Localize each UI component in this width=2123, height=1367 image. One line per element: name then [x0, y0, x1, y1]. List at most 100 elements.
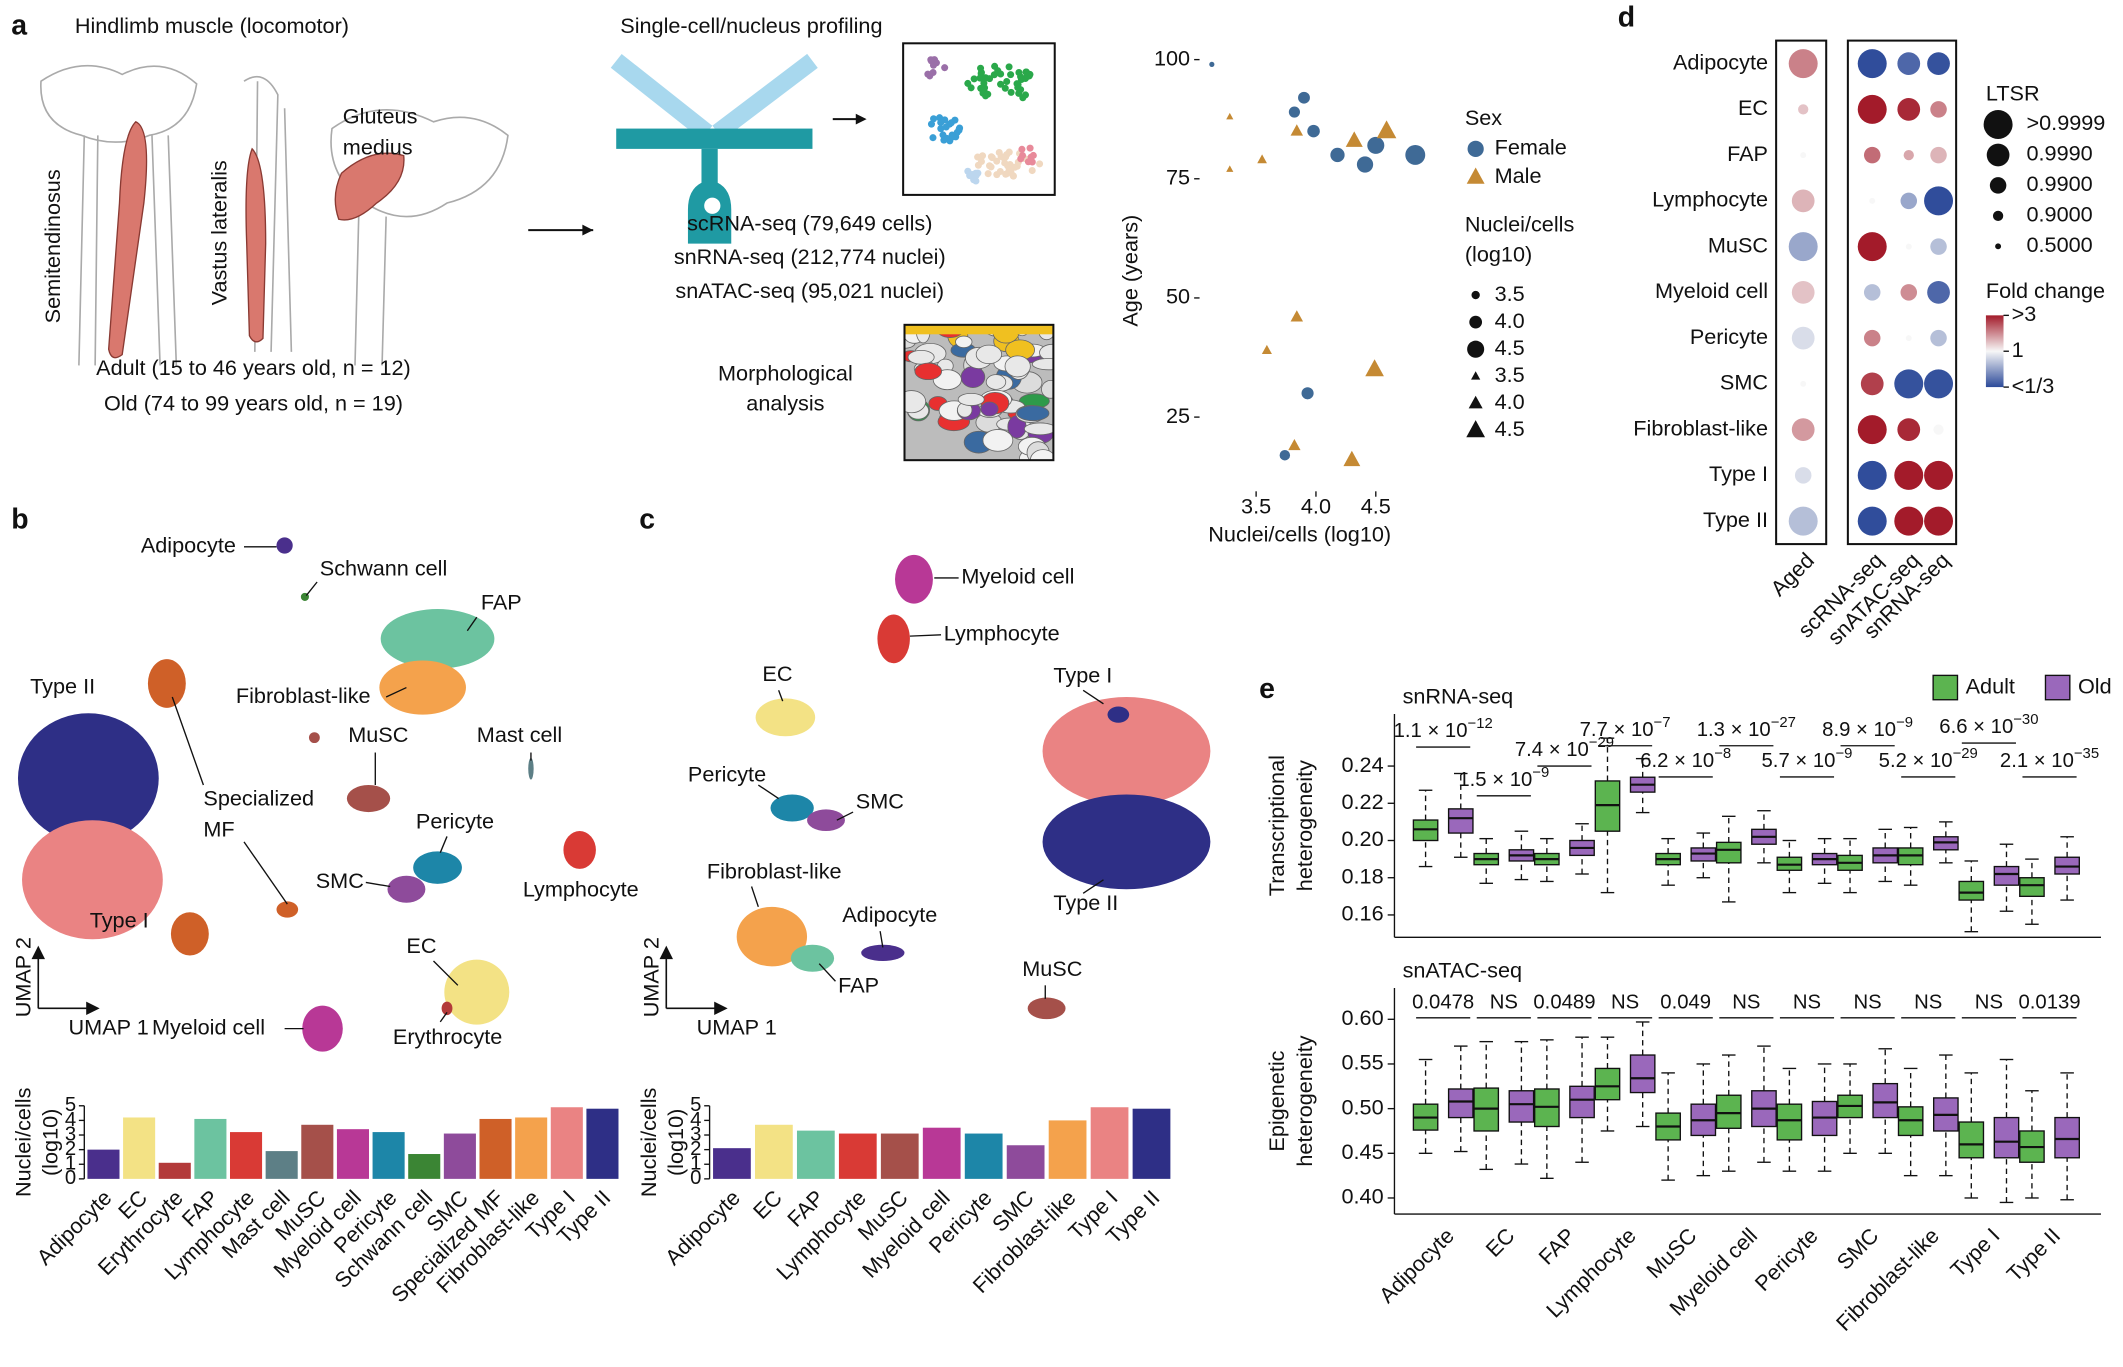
umap-cluster [17, 713, 159, 844]
muscle-label: Semitendinosus [40, 169, 65, 323]
leader-line [818, 963, 836, 982]
box [1958, 1121, 1985, 1159]
muscle [334, 152, 405, 221]
p-value-base: 1.1 × 10 [1394, 721, 1468, 743]
cluster-dot [1018, 145, 1026, 153]
y-tick-label: 0.55 [1341, 1050, 1383, 1075]
umap-cluster [563, 831, 596, 869]
cluster-dot [1017, 75, 1025, 84]
box [1569, 1085, 1595, 1119]
umap-label: Myeloid cell [961, 564, 1074, 589]
leader-line [466, 616, 478, 632]
cell [1031, 358, 1054, 371]
p-value: NS [1732, 991, 1760, 1013]
dot [1930, 329, 1947, 347]
dataset: snRNA-seq (212,774 nuclei) [674, 244, 946, 269]
dot [1857, 232, 1887, 262]
y-tick-label: 0 [690, 1167, 701, 1189]
cluster-dot [1019, 151, 1027, 160]
point [1226, 165, 1234, 172]
cluster-dot [942, 123, 950, 131]
dot [1800, 152, 1807, 159]
cluster-dot [1007, 71, 1015, 79]
p-value: NS [1611, 991, 1639, 1013]
point [1467, 340, 1485, 358]
leader-line [439, 836, 448, 853]
dot [1924, 369, 1954, 399]
umap-label: Schwann cell [320, 556, 448, 581]
p-value: NS [1854, 991, 1882, 1013]
p-value-base: 5.2 × 10 [1879, 750, 1953, 772]
umap-cluster [1042, 794, 1211, 890]
dot-frame [1846, 39, 1958, 546]
dot [1897, 418, 1921, 441]
bar [755, 1124, 793, 1179]
y-tick-label: 0 [65, 1167, 76, 1189]
y-tick-label: 1 [690, 1153, 701, 1175]
cluster-dot [987, 163, 995, 171]
morphology-image [904, 324, 1054, 461]
row-label: EC [1738, 95, 1768, 120]
cluster-dots [924, 56, 1044, 185]
dot [1894, 369, 1924, 399]
point [1471, 290, 1480, 300]
y-tick-label: 0.22 [1341, 789, 1383, 814]
cluster-dot [937, 125, 945, 133]
y-tick-label: 4 [690, 1109, 701, 1131]
cluster-dot [927, 120, 935, 128]
dot [1933, 424, 1944, 435]
cell [907, 349, 935, 365]
p-value-exp: −27 [1771, 715, 1796, 731]
cluster-dot [1002, 170, 1010, 178]
y-tick-label: 5 [690, 1094, 701, 1116]
dot [1900, 192, 1918, 210]
bar [372, 1132, 405, 1179]
y-axis-label: Transcriptional [1264, 755, 1289, 896]
box [1447, 1088, 1474, 1119]
umap-arrows [659, 945, 728, 1016]
umap-cluster [444, 959, 510, 1025]
dot [1788, 49, 1818, 79]
dot [1930, 101, 1947, 118]
p-value-exp: −29 [1953, 746, 1978, 762]
cell [1023, 422, 1054, 436]
microfluidic-channel [616, 128, 813, 149]
p-value-exp: −12 [1468, 716, 1493, 732]
bar [443, 1133, 476, 1179]
y-axis-label: heterogeneity [1292, 1035, 1317, 1166]
y-axis-label: heterogeneity [1292, 760, 1317, 891]
legend-dot [1983, 110, 2013, 140]
point [1298, 91, 1310, 104]
muscle-label: Gluteus [343, 103, 418, 128]
legend-title: Sex [1465, 105, 1502, 130]
legend-label: Female [1495, 135, 1567, 160]
droplet [704, 197, 721, 214]
leader-line [836, 811, 854, 821]
legend-label: 0.9900 [2027, 171, 2093, 196]
umap-cluster [770, 794, 814, 822]
box [1872, 1082, 1899, 1119]
dot [1900, 284, 1918, 301]
muscle [107, 121, 148, 359]
point [1468, 395, 1483, 409]
box [1776, 1103, 1803, 1141]
dot [1863, 146, 1881, 164]
legend-dot [1992, 210, 2004, 222]
x-tick-label: FAP [1534, 1223, 1581, 1270]
umap-cluster [387, 875, 426, 903]
p-value: 7.7 × 10−7 [1580, 715, 1671, 742]
dot [1894, 460, 1924, 490]
bar [194, 1118, 227, 1179]
umap-arrows [31, 945, 100, 1016]
p-value-exp: −7 [1654, 715, 1671, 731]
box [1629, 1054, 1656, 1094]
point [1356, 156, 1374, 173]
legend-label: 3.5 [1495, 362, 1525, 387]
p-value: NS [1914, 991, 1942, 1013]
point [1467, 140, 1484, 158]
legend-label: Old [2078, 673, 2112, 698]
umap-cluster [1027, 997, 1066, 1020]
panel-label: c [639, 504, 655, 536]
legend-label: 4.0 [1495, 389, 1525, 414]
umap-label: MuSC [1022, 956, 1082, 981]
